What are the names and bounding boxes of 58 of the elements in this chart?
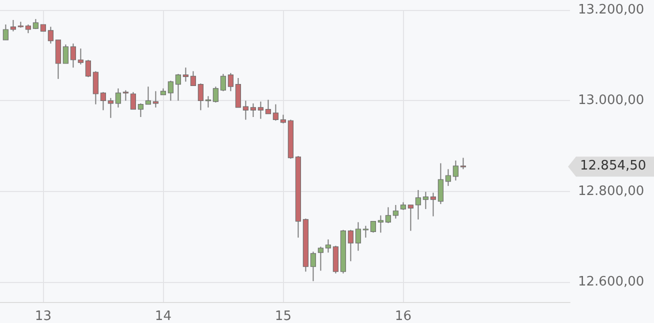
candlestick [272,104,278,122]
candlestick [408,204,414,232]
candlestick [318,246,324,272]
text: 12.854,50 [580,158,646,174]
candlestick [258,101,264,120]
candlestick [415,190,421,220]
candlestick [2,24,8,40]
candlestick [48,26,54,44]
candlestick [168,80,174,102]
candlestick [378,214,384,234]
candlestick [348,229,354,262]
y-tick-label: 12.600,00 [578,274,644,290]
candlestick [220,73,226,92]
candlestick [250,102,256,118]
candlestick [55,39,61,80]
candlestick [70,43,76,68]
candlestick [100,92,106,111]
candlestick [92,70,98,105]
candlestick [392,204,398,220]
candlestick [190,70,196,86]
candlestick [212,86,218,103]
candlestick [355,222,361,252]
candlestick [242,100,248,120]
candlestick [430,192,436,217]
x-tick-label: 16 [394,309,412,323]
x-tick-label: 13 [34,309,52,323]
candlestick [265,99,271,114]
candlestick [115,88,121,108]
candlestick [175,73,181,102]
candlestick [235,78,241,108]
candlestick [145,86,151,105]
candlestick [78,48,84,65]
candlestick [445,168,451,186]
candlestick [62,44,68,64]
candlestick [325,238,331,254]
y-tick-label: 13.200,00 [578,2,644,18]
y-tick-label: 13.000,00 [578,93,644,108]
candlestick [460,157,466,170]
y-tick-label: 12.800,00 [578,184,644,199]
candlestick [85,59,91,78]
candlestick [198,82,204,111]
candlestick [122,90,128,102]
candlestick [438,162,444,205]
candlestick [422,191,428,210]
candlestick [182,67,188,82]
x-tick-label: 15 [274,309,292,323]
candlestick [10,19,16,32]
candlestick [310,251,316,282]
candlestick [370,220,376,234]
candlestick [138,102,144,118]
candlestick [130,92,136,110]
candlestick [452,160,458,181]
candlestick [228,72,234,92]
candlestick [108,97,114,118]
candlestick [385,206,391,224]
candlestick [362,225,368,238]
candlestick [205,96,211,108]
x-tick-label: 14 [154,309,172,323]
